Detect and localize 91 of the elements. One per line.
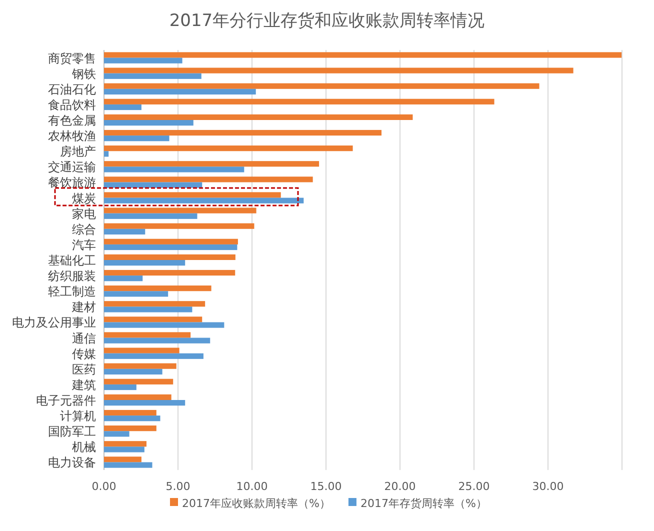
y-tick-label: 家电 xyxy=(72,206,96,221)
bar xyxy=(104,238,238,244)
y-tick-label: 食品饮料 xyxy=(48,98,96,112)
bar xyxy=(104,363,176,369)
y-tick-label: 建材 xyxy=(71,300,96,314)
y-tick-label: 轻工制造 xyxy=(48,284,96,299)
bar xyxy=(104,378,174,384)
bar xyxy=(104,88,256,94)
bar xyxy=(104,68,574,74)
bar xyxy=(104,270,236,276)
y-tick-label: 电子元器件 xyxy=(36,394,96,408)
bar xyxy=(104,130,382,136)
bar xyxy=(104,198,304,204)
bar xyxy=(104,73,202,79)
y-tick-label: 农林牧渔 xyxy=(48,129,96,144)
bar xyxy=(104,228,146,234)
bar xyxy=(104,416,160,422)
y-tick-label: 交通运输 xyxy=(48,160,96,174)
bar xyxy=(104,83,540,89)
bar xyxy=(104,161,320,167)
chart-title: 2017年分行业存货和应收账款周转率情况 xyxy=(169,11,485,31)
bar xyxy=(104,176,313,182)
bar xyxy=(104,368,162,374)
y-tick-label: 机械 xyxy=(72,440,96,454)
bar xyxy=(104,456,142,462)
y-tick-label: 医药 xyxy=(72,362,96,376)
bar xyxy=(104,208,256,214)
y-tick-label: 国防军工 xyxy=(48,424,96,439)
bar xyxy=(104,426,156,432)
bar xyxy=(104,400,186,406)
bar xyxy=(104,394,172,400)
bar xyxy=(104,151,109,157)
y-tick-label: 电力设备 xyxy=(48,456,96,470)
bar xyxy=(104,286,212,292)
x-tick-label: 25.00 xyxy=(458,480,490,493)
y-tick-label: 建筑 xyxy=(71,378,96,392)
bar xyxy=(104,120,194,126)
bar xyxy=(104,462,152,468)
bar xyxy=(104,98,494,104)
bar xyxy=(104,431,130,437)
y-tick-label: 基础化工 xyxy=(48,254,96,268)
bar xyxy=(104,276,143,282)
bar xyxy=(104,332,191,338)
y-tick-label: 汽车 xyxy=(72,238,96,252)
bar xyxy=(104,104,142,110)
bar xyxy=(104,306,192,312)
y-tick-label: 房地产 xyxy=(60,144,96,159)
bar xyxy=(104,192,281,198)
bar xyxy=(104,244,238,250)
x-tick-label: 5.00 xyxy=(166,480,190,493)
legend-label: 2017年应收账款周转率（%） xyxy=(182,497,330,510)
bar xyxy=(104,353,204,359)
bar xyxy=(104,182,202,188)
y-tick-label: 钢铁 xyxy=(71,66,96,81)
bar xyxy=(104,410,156,416)
y-tick-label: 有色金属 xyxy=(48,114,96,128)
bar xyxy=(104,316,202,322)
bar xyxy=(104,213,198,219)
bar xyxy=(104,446,144,452)
bar xyxy=(104,254,236,260)
bar xyxy=(104,146,353,152)
bar xyxy=(104,58,182,64)
bar xyxy=(104,322,224,328)
bar xyxy=(104,301,206,307)
bar xyxy=(104,114,413,120)
x-tick-label: 10.00 xyxy=(236,480,268,493)
x-tick-label: 30.00 xyxy=(532,480,564,493)
bar xyxy=(104,338,210,344)
x-tick-label: 20.00 xyxy=(384,480,416,493)
bar xyxy=(104,260,186,266)
y-tick-label: 通信 xyxy=(72,331,96,346)
bar xyxy=(104,441,146,447)
bar xyxy=(104,136,170,142)
y-tick-label: 综合 xyxy=(72,222,96,236)
bar xyxy=(104,52,622,58)
x-tick-label: 0.00 xyxy=(92,480,116,493)
y-tick-label: 餐饮旅游 xyxy=(48,176,96,190)
y-tick-label: 纺织服装 xyxy=(48,269,96,284)
legend-label: 2017年存货周转率（%） xyxy=(360,497,487,510)
y-tick-label: 煤炭 xyxy=(72,191,96,206)
y-tick-label: 计算机 xyxy=(60,409,96,424)
y-tick-label: 传媒 xyxy=(72,346,96,361)
y-tick-label: 商贸零售 xyxy=(48,51,96,66)
bar xyxy=(104,223,254,229)
y-tick-label: 石油石化 xyxy=(48,82,96,96)
bar xyxy=(104,348,180,354)
bar xyxy=(104,166,244,172)
bar xyxy=(104,384,136,390)
x-tick-label: 15.00 xyxy=(310,480,342,493)
y-tick-label: 电力及公用事业 xyxy=(12,316,96,330)
bar xyxy=(104,291,168,297)
